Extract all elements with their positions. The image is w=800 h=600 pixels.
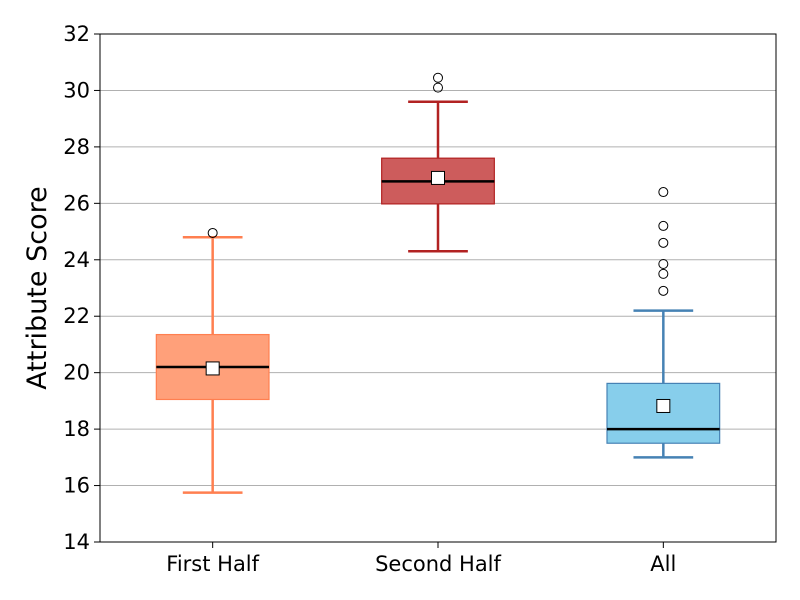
outlier-point <box>658 259 669 270</box>
outlier-point <box>658 285 669 296</box>
box-iqr <box>606 382 721 444</box>
outlier-point <box>207 227 218 238</box>
x-tick-label: Second Half <box>375 552 501 576</box>
y-tick-label: 28 <box>63 135 90 159</box>
y-tick-label: 24 <box>63 248 90 272</box>
outlier-point <box>433 72 443 83</box>
mean-marker <box>431 170 445 185</box>
box-group-second-half <box>381 72 495 253</box>
y-tick-label: 20 <box>63 361 90 385</box>
y-tick-label: 26 <box>63 191 90 215</box>
boxes <box>155 72 721 494</box>
outlier-point <box>658 268 669 279</box>
x-tick-label: All <box>650 552 676 576</box>
mean-marker <box>205 361 220 376</box>
x-axis-ticks: First Half Second Half All <box>166 542 676 576</box>
y-tick-label: 30 <box>63 78 90 102</box>
outlier-point <box>658 220 669 231</box>
outlier-point <box>433 82 443 93</box>
box-group-first-half <box>155 227 270 494</box>
x-tick-label: First Half <box>166 552 259 576</box>
y-tick-label: 16 <box>63 474 90 498</box>
outlier-point <box>658 237 669 248</box>
mean-marker <box>656 398 671 413</box>
y-tick-label: 14 <box>63 530 90 554</box>
y-axis-label: Attribute Score <box>22 186 53 389</box>
box-group-all <box>606 187 721 459</box>
y-tick-label: 18 <box>63 417 90 441</box>
y-tick-label: 22 <box>63 304 90 328</box>
outlier-point <box>658 187 669 198</box>
y-tick-label: 32 <box>63 22 90 46</box>
y-axis-ticks: 14 16 18 20 22 24 26 28 30 32 <box>63 22 100 554</box>
